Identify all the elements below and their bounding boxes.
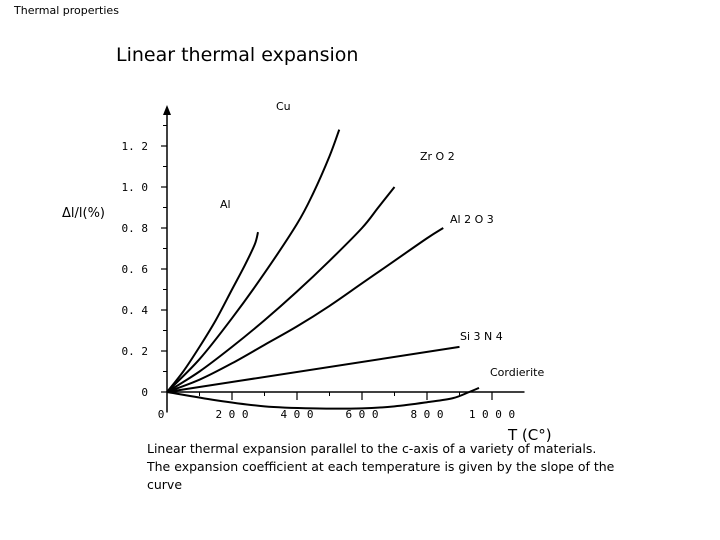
- x-tick-label: 0: [158, 408, 165, 421]
- curve-cordierite: [166, 386, 480, 410]
- y-tick-label: 0: [141, 386, 148, 399]
- y-tick-label: 0. 6: [122, 263, 149, 276]
- series-label-si3-n4: Si 3 N 4: [460, 330, 503, 343]
- curve-al: [166, 231, 259, 393]
- y-tick-label: 1. 0: [122, 181, 149, 194]
- curve-zr-o2: [166, 186, 396, 393]
- y-tick-label: 0. 8: [122, 222, 149, 235]
- y-axis-arrow: [163, 105, 171, 115]
- chart-title: Linear thermal expansion: [116, 44, 359, 66]
- x-tick-label: 8 0 0: [410, 408, 443, 421]
- curve-cu: [166, 129, 341, 393]
- x-axis-label: T (C°): [507, 426, 552, 444]
- chart-caption: Linear thermal expansion parallel to the…: [147, 441, 615, 492]
- series-label-cu: Cu: [276, 100, 291, 113]
- y-tick-label: 0. 4: [122, 304, 149, 317]
- header-text: Thermal properties: [14, 4, 119, 17]
- x-tick-label: 6 0 0: [345, 408, 378, 421]
- y-axis-label: Δl/l(%): [62, 206, 105, 221]
- x-tick-label: 2 0 0: [215, 408, 248, 421]
- series-label-al2-o3: Al 2 O 3: [450, 213, 494, 226]
- series-label-zr-o2: Zr O 2: [420, 150, 455, 163]
- curve-si3-n4: [166, 345, 460, 393]
- y-tick-label: 0. 2: [122, 345, 149, 358]
- series-label-cordierite: Cordierite: [490, 366, 544, 379]
- series-label-al: Al: [220, 198, 231, 211]
- x-tick-label: 1 0 0 0: [469, 408, 515, 421]
- x-tick-label: 4 0 0: [280, 408, 313, 421]
- curve-al2-o3: [166, 227, 444, 393]
- y-tick-label: 1. 2: [122, 140, 149, 153]
